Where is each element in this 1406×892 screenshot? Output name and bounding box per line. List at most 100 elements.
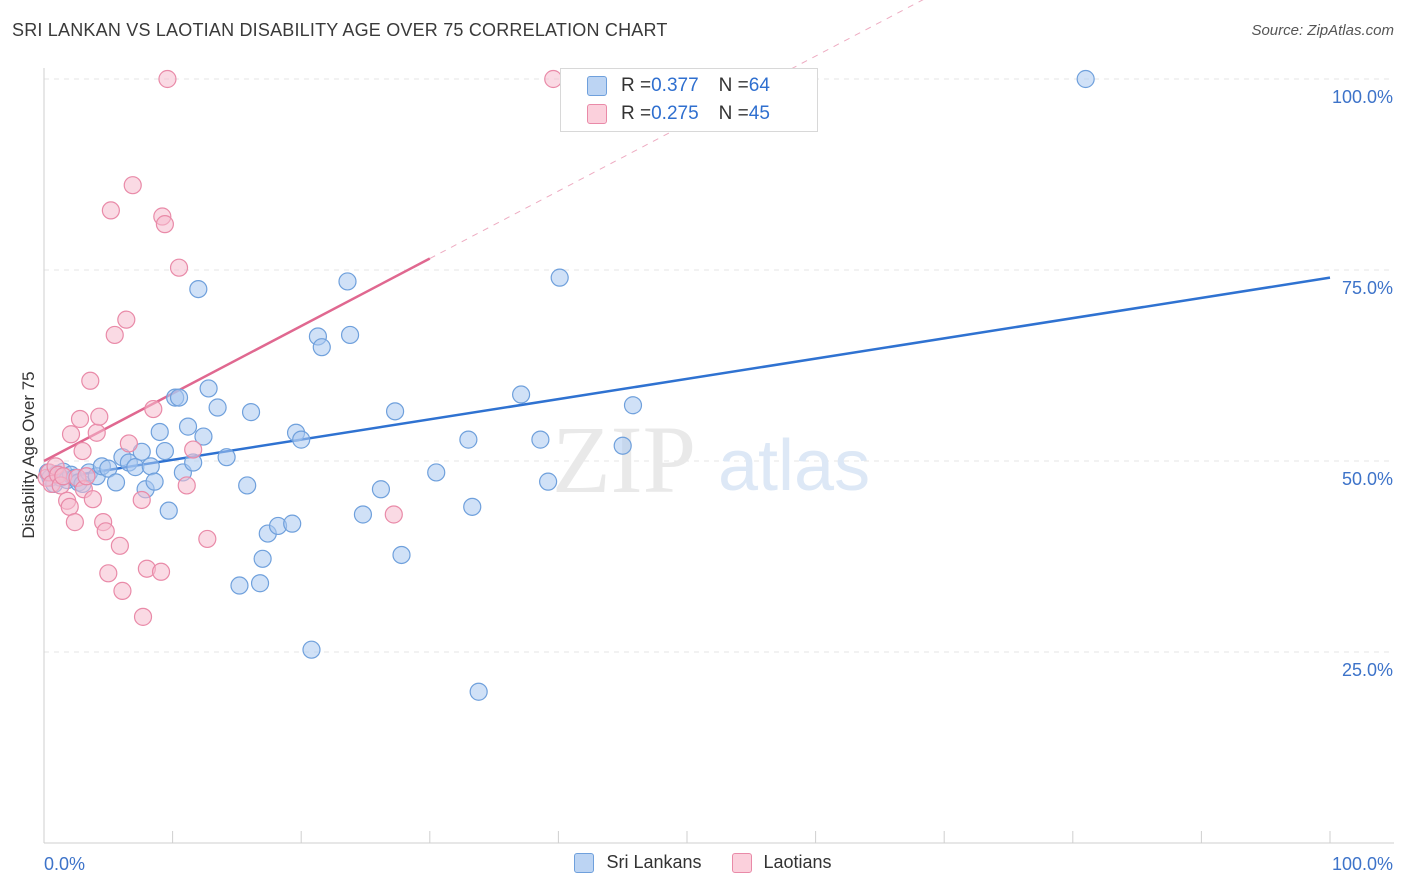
point-sri-lankans — [241, 403, 261, 422]
point-sri-lankans — [99, 459, 118, 478]
series-legend: Sri Lankans Laotians — [0, 852, 1406, 873]
point-laotians — [70, 409, 90, 429]
point-sri-lankans — [159, 501, 178, 520]
axes — [43, 68, 1394, 844]
point-sri-lankans — [550, 268, 569, 287]
point-laotians — [169, 258, 189, 277]
point-sri-lankans — [253, 549, 272, 568]
r-value: 0.275 — [651, 103, 699, 124]
point-laotians — [83, 490, 102, 509]
blue-swatch — [587, 76, 607, 96]
point-sri-lankans — [312, 338, 331, 357]
point-sri-lankans — [141, 457, 160, 476]
grid-lines — [44, 78, 1392, 653]
legend-item-laotians[interactable]: Laotians — [731, 852, 832, 873]
trend-lines — [43, 0, 1331, 482]
watermark-zip: ZIP — [552, 406, 696, 513]
y-tick-label: 50.0% — [1342, 469, 1393, 489]
n-label: N = — [718, 75, 749, 96]
point-sri-lankans — [250, 574, 270, 593]
point-laotians — [151, 562, 171, 581]
legend-item-sri-lankans[interactable]: Sri Lankans — [574, 852, 702, 873]
point-sri-lankans — [189, 280, 208, 299]
point-sri-lankans — [539, 472, 558, 491]
point-laotians — [123, 176, 142, 195]
point-sri-lankans — [217, 448, 236, 467]
r-value: 0.377 — [651, 75, 699, 96]
x-tick-label: 0.0% — [44, 854, 85, 874]
point-sri-lankans — [371, 480, 391, 499]
n-value: 45 — [748, 103, 770, 124]
point-laotians — [60, 497, 79, 516]
point-sri-lankans — [292, 430, 311, 449]
point-laotians — [73, 441, 92, 461]
point-laotians — [110, 536, 129, 555]
point-laotians — [101, 201, 120, 220]
point-laotians — [117, 310, 136, 329]
point-laotians — [61, 425, 81, 444]
r-label: R = — [621, 103, 652, 124]
n-value: 64 — [748, 75, 770, 96]
point-laotians — [198, 529, 217, 549]
point-sri-lankans — [150, 422, 169, 442]
pink-swatch — [731, 852, 752, 873]
point-sri-lankans — [145, 472, 164, 491]
point-sri-lankans — [469, 682, 488, 701]
point-laotians — [155, 215, 174, 234]
n-label: N = — [718, 103, 749, 124]
point-laotians — [184, 440, 203, 459]
point-laotians — [105, 325, 124, 345]
point-sri-lankans — [385, 402, 405, 421]
point-sri-lankans — [155, 441, 174, 461]
point-laotians — [87, 423, 106, 442]
point-sri-lankans — [512, 385, 531, 404]
point-laotians — [144, 399, 163, 419]
point-laotians — [81, 371, 100, 390]
point-sri-lankans — [126, 458, 145, 477]
point-laotians — [77, 467, 96, 486]
point-sri-lankans — [106, 473, 126, 492]
point-sri-lankans — [194, 427, 213, 446]
point-sri-lankans — [427, 463, 446, 482]
watermark-atlas: atlas — [718, 426, 870, 506]
point-laotians — [158, 69, 177, 89]
point-sri-lankans — [230, 576, 249, 595]
stats-legend: R = 0.377 N = 64 R = 0.275 N = 45 — [560, 68, 818, 132]
point-laotians — [99, 564, 118, 583]
point-laotians — [384, 505, 403, 524]
point-sri-lankans — [208, 398, 227, 417]
point-sri-lankans — [459, 430, 478, 449]
stats-row-laotians: R = 0.275 N = 45 — [587, 101, 770, 127]
point-sri-lankans — [238, 476, 257, 495]
point-sri-lankans — [338, 272, 357, 291]
blue-swatch — [574, 852, 595, 873]
point-laotians — [177, 476, 196, 495]
chart-title: SRI LANKAN VS LAOTIAN DISABILITY AGE OVE… — [12, 20, 668, 40]
y-tick-label: 25.0% — [1342, 660, 1393, 680]
point-sri-lankans — [1076, 69, 1095, 89]
point-sri-lankans — [463, 497, 482, 516]
trend-line-extension — [429, 0, 924, 259]
point-sri-lankans — [623, 396, 643, 415]
legend-label: Laotians — [763, 852, 832, 872]
source-label: Source: ZipAtlas.com — [1251, 22, 1394, 39]
data-points — [37, 69, 1095, 701]
point-sri-lankans — [392, 545, 411, 565]
point-laotians — [133, 607, 153, 626]
point-sri-lankans — [302, 640, 321, 659]
point-laotians — [132, 490, 151, 510]
point-sri-lankans — [340, 325, 360, 345]
tick-labels: 25.0% 50.0% 75.0% 100.0% 0.0% 100.0% — [44, 87, 1393, 874]
point-laotians — [96, 522, 115, 541]
point-sri-lankans — [531, 430, 550, 449]
point-laotians — [90, 407, 109, 426]
y-tick-label: 100.0% — [1332, 87, 1393, 107]
point-laotians — [113, 581, 132, 600]
point-laotians — [119, 434, 138, 453]
y-axis-label: Disability Age Over 75 — [19, 371, 38, 538]
point-sri-lankans — [132, 442, 151, 461]
pink-swatch — [587, 104, 607, 124]
r-label: R = — [621, 75, 652, 96]
point-sri-lankans — [178, 417, 198, 436]
